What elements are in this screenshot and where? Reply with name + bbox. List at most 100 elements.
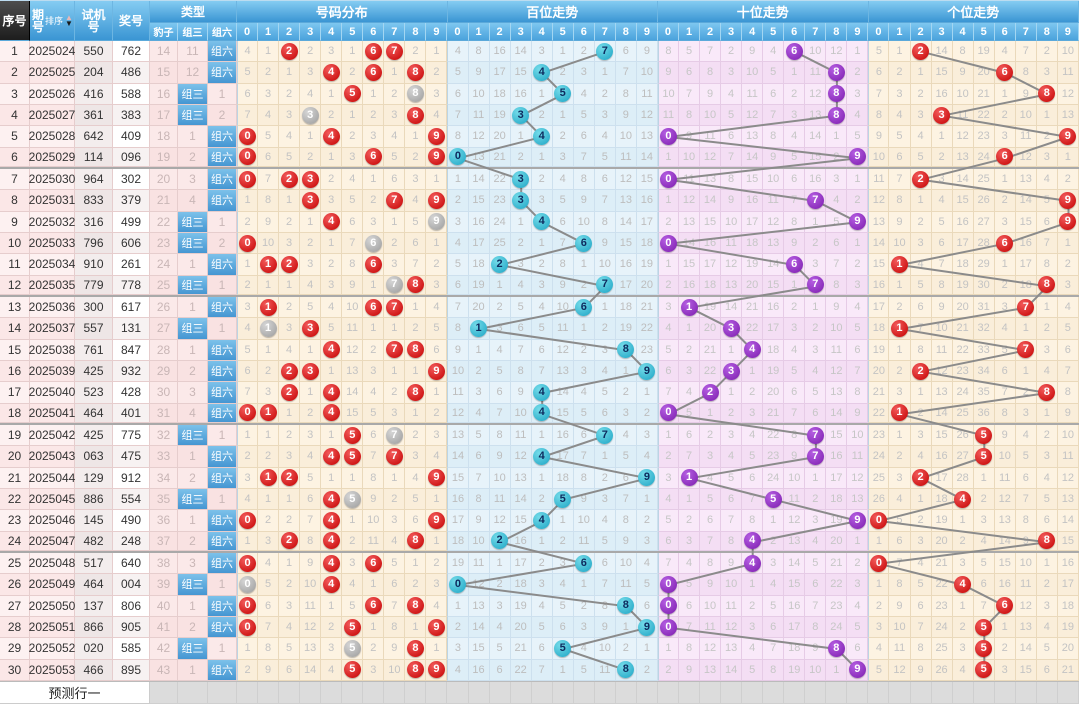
dist-cell: 1	[258, 41, 279, 62]
tens-cell: 7	[784, 190, 805, 211]
seq-cell: 10	[0, 233, 30, 254]
units-cell: 20	[953, 297, 974, 318]
hundreds-cell: 21	[490, 148, 511, 167]
units-cell: 16	[932, 446, 953, 467]
hundreds-cell: 5	[447, 62, 468, 83]
hundreds-cell: 1	[532, 233, 553, 254]
test-number-cell: 779	[75, 276, 113, 295]
digit-header: 7	[1016, 23, 1037, 41]
hundreds-cell: 9	[616, 532, 637, 551]
hundreds-cell: 12	[553, 340, 574, 361]
hundreds-cell: 8	[511, 361, 532, 382]
dist-cell: 1	[237, 638, 258, 659]
dist-cell: 1	[258, 468, 279, 489]
prediction-row-button[interactable]: 预测行一	[0, 682, 150, 704]
empty-footer-cell	[658, 682, 679, 704]
tens-cell: 5	[805, 553, 826, 574]
baozi-miss-cell: 26	[150, 297, 178, 318]
tens-cell: 9	[700, 574, 721, 595]
number-ball: 8	[617, 661, 634, 678]
dist-cell: 8	[342, 254, 363, 275]
tens-cell: 1	[658, 148, 679, 167]
zuliu-cell: 组六	[208, 297, 237, 318]
test-number-cell: 425	[75, 361, 113, 382]
dist-cell: 4	[321, 126, 342, 147]
dist-cell: 4	[321, 489, 342, 510]
digit-header: 8	[405, 23, 426, 41]
units-cell: 1	[911, 489, 932, 510]
units-cell: 8	[1037, 84, 1058, 105]
prize-number-cell: 383	[113, 105, 150, 126]
hundreds-cell: 8	[595, 596, 616, 617]
dist-cell: 2	[363, 638, 384, 659]
units-cell: 4	[889, 105, 910, 126]
units-cell: 13	[868, 212, 889, 233]
tens-cell: 2	[847, 254, 868, 275]
units-cell: 28	[974, 233, 995, 254]
hundreds-cell: 18	[490, 84, 511, 105]
number-ball: 8	[1038, 85, 1055, 102]
units-cell: 12	[932, 361, 953, 382]
units-cell: 2	[911, 361, 932, 382]
dist-cell: 3	[384, 510, 405, 531]
tens-cell: 5	[784, 148, 805, 167]
hundreds-cell: 4	[637, 553, 658, 574]
tens-cell: 5	[763, 489, 784, 510]
units-cell: 9	[995, 425, 1016, 446]
hundreds-cell: 15	[637, 169, 658, 190]
seq-cell: 21	[0, 468, 30, 489]
digit-header: 7	[595, 23, 616, 41]
prize-number-cell: 806	[113, 596, 150, 617]
number-ball: 1	[681, 299, 698, 316]
number-ball: 0	[870, 555, 887, 572]
tens-cell: 23	[763, 446, 784, 467]
dist-cell: 1	[384, 318, 405, 339]
digit-header: 5	[763, 23, 784, 41]
dist-cell: 4	[321, 660, 342, 681]
units-cell: 20	[1058, 638, 1079, 659]
units-cell: 4	[911, 446, 932, 467]
hundreds-cell: 5	[595, 532, 616, 551]
tens-cell: 7	[805, 190, 826, 211]
hundreds-cell: 12	[511, 446, 532, 467]
tens-cell: 0	[658, 574, 679, 595]
hundreds-cell: 0	[447, 574, 468, 595]
number-ball: 8	[1038, 384, 1055, 401]
hundreds-cell: 13	[447, 425, 468, 446]
hundreds-cell: 12	[616, 169, 637, 190]
units-cell: 3	[1016, 404, 1037, 423]
hundreds-cell: 5	[553, 489, 574, 510]
dist-cell: 1	[237, 425, 258, 446]
units-cell: 4	[911, 254, 932, 275]
dist-cell: 4	[237, 318, 258, 339]
hundreds-cell: 9	[595, 617, 616, 638]
units-cell: 1	[1037, 297, 1058, 318]
hundreds-cell: 0	[447, 148, 468, 167]
dist-cell: 1	[426, 638, 447, 659]
hundreds-cell: 11	[616, 148, 637, 167]
dist-cell: 1	[426, 41, 447, 62]
hundreds-cell: 12	[637, 105, 658, 126]
seq-cell: 19	[0, 425, 30, 446]
type-label: 组六	[208, 62, 236, 82]
units-cell: 1	[911, 382, 932, 403]
units-cell: 19	[953, 276, 974, 295]
hundreds-cell: 5	[574, 660, 595, 681]
tens-cell: 21	[826, 553, 847, 574]
tens-cell: 7	[721, 510, 742, 531]
hundreds-cell: 8	[595, 212, 616, 233]
sort-descending-icon[interactable]: ▼	[65, 21, 73, 27]
dist-cell: 2	[384, 489, 405, 510]
zusan-cell: 组三	[178, 489, 208, 510]
number-ball: 5	[975, 448, 992, 465]
units-cell: 3	[995, 212, 1016, 233]
number-ball: 9	[428, 148, 445, 165]
sort-arrows[interactable]: ▲ ▼	[65, 15, 73, 27]
tens-cell: 13	[721, 638, 742, 659]
units-cell: 6	[1058, 340, 1079, 361]
dist-cell: 8	[405, 660, 426, 681]
units-cell: 8	[911, 340, 932, 361]
dist-cell: 4	[300, 276, 321, 295]
hundreds-cell: 1	[532, 84, 553, 105]
